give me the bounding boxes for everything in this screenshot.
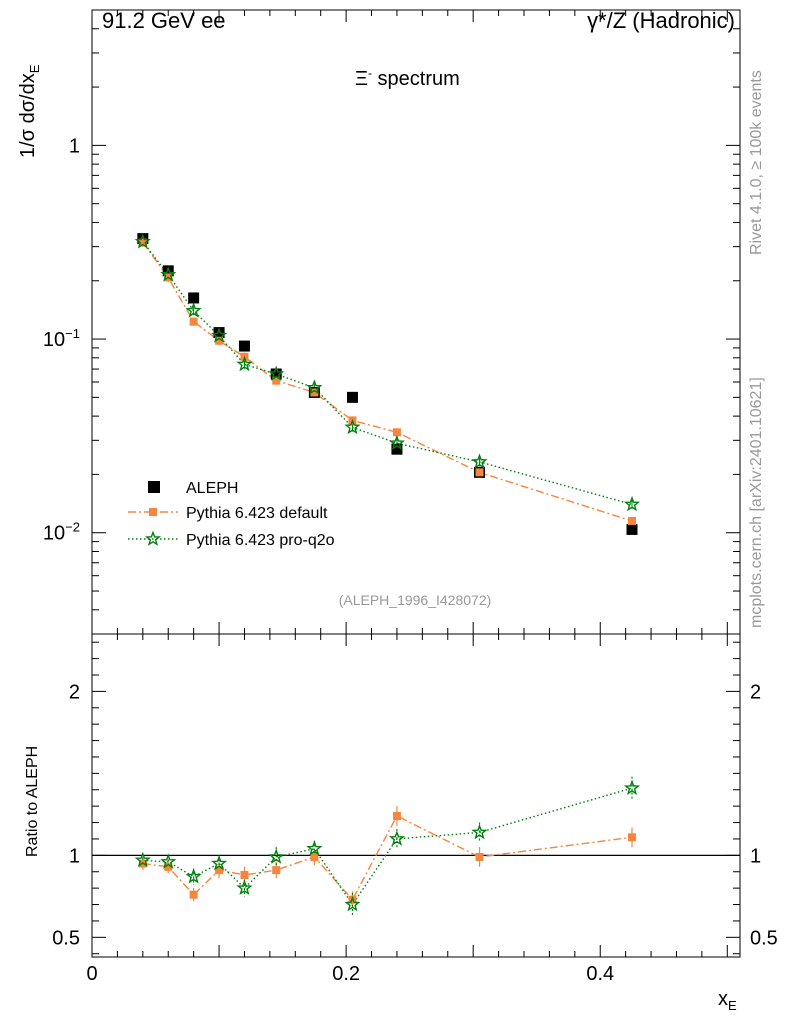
legend: ALEPH Pythia 6.423 default Pythia 6.423 … <box>128 480 335 549</box>
data-point-proq2o <box>211 327 228 343</box>
header-right-label: γ*/Z (Hadronic) <box>587 8 735 33</box>
ratio-point-default <box>475 852 484 861</box>
main-y-tick-label: 10−1 <box>43 326 80 351</box>
data-point-default <box>475 468 484 477</box>
ratio-y-tick-label: 0.5 <box>52 927 80 949</box>
ratio-point-default <box>272 866 281 875</box>
main-plot-title: Ξ- spectrum <box>355 66 460 90</box>
legend-label-proq2o: Pythia 6.423 pro-q2o <box>186 532 335 549</box>
ratio-point-proq2o <box>268 848 285 864</box>
data-point-proq2o <box>623 495 641 512</box>
main-y-tick-label: 1 <box>69 135 80 157</box>
data-point-default <box>310 388 319 397</box>
data-point-aleph <box>162 265 174 277</box>
ratio-y-tick-label-right: 1 <box>750 845 761 867</box>
legend-label-aleph: ALEPH <box>186 480 238 497</box>
ratio-point-default <box>310 852 319 861</box>
data-point-proq2o <box>134 233 151 249</box>
data-point-aleph <box>188 292 200 304</box>
legend-marker-aleph <box>148 481 160 493</box>
ratio-point-proq2o <box>471 823 488 840</box>
data-point-default <box>189 317 198 326</box>
ratio-point-proq2o <box>160 853 177 869</box>
ratio-point-default <box>392 811 401 820</box>
ratio-point-default <box>215 866 224 875</box>
data-point-default <box>628 516 636 525</box>
data-point-proq2o <box>471 453 488 469</box>
data-point-aleph <box>270 368 282 380</box>
data-point-proq2o <box>160 266 177 282</box>
ratio-y-tick-label-right: 2 <box>750 681 761 703</box>
ratio-point-proq2o <box>306 840 323 856</box>
data-point-aleph <box>391 443 403 455</box>
x-tick-label: 0.2 <box>332 963 360 985</box>
data-point-aleph <box>626 523 638 535</box>
legend-label-default: Pythia 6.423 default <box>186 505 328 522</box>
data-point-proq2o <box>306 379 323 395</box>
rivet-version-label: Rivet 4.1.0, ≥ 100k events <box>748 70 765 255</box>
header-left-label: 91.2 GeV ee <box>102 8 226 33</box>
data-point-proq2o <box>344 418 361 435</box>
data-point-default <box>272 376 281 385</box>
analysis-label: (ALEPH_1996_I428072) <box>339 592 492 608</box>
ratio-point-proq2o <box>211 854 228 871</box>
ratio-point-proq2o <box>185 868 202 884</box>
ratio-line-proq2o <box>142 787 633 906</box>
data-point-aleph <box>346 391 358 403</box>
x-tick-label: 0.4 <box>586 963 614 985</box>
ratio-point-proq2o <box>236 879 253 896</box>
ratio-y-tick-label: 2 <box>69 681 80 703</box>
ratio-point-default <box>240 871 249 880</box>
ratio-point-proq2o <box>623 779 641 796</box>
data-point-proq2o <box>388 434 406 451</box>
ratio-point-proq2o <box>134 851 151 868</box>
data-point-aleph <box>213 327 225 339</box>
x-axis-label: xE <box>718 988 737 1013</box>
ratio-line-default <box>142 815 633 901</box>
data-point-default <box>392 428 401 437</box>
data-point-proq2o <box>268 365 285 381</box>
ratio-y-tick-label-right: 0.5 <box>750 927 778 949</box>
x-tick-label: 0 <box>86 963 97 985</box>
ratio-plot-frame <box>91 633 741 958</box>
ratio-point-proq2o <box>388 830 405 846</box>
legend-marker-proq2o <box>144 530 162 546</box>
data-point-proq2o <box>236 355 253 372</box>
ratio-point-default <box>628 833 636 842</box>
ratio-point-default <box>164 862 173 871</box>
data-point-default <box>215 336 224 345</box>
ratio-y-axis-label: Ratio to ALEPH <box>24 746 41 857</box>
main-line-proq2o <box>142 241 633 506</box>
ratio-point-proq2o <box>344 895 361 912</box>
legend-marker-default <box>149 508 157 516</box>
data-point-aleph <box>238 340 250 352</box>
ratio-y-tick-label: 1 <box>69 845 80 867</box>
data-point-proq2o <box>185 302 202 318</box>
main-y-axis-label: 1/σ dσ/dxE <box>17 64 42 158</box>
mcplots-label: mcplots.cern.ch [arXiv:2401.10621] <box>748 377 765 628</box>
ratio-point-default <box>189 890 198 899</box>
data-point-default <box>138 238 147 247</box>
main-y-tick-label: 10−2 <box>43 520 80 545</box>
